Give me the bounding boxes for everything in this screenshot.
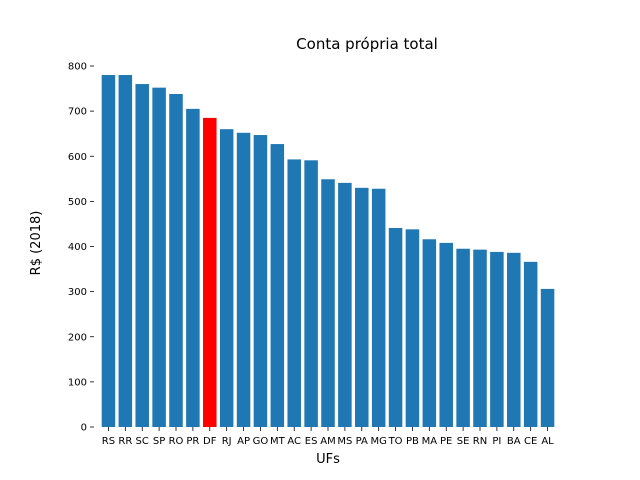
x-axis: RS RR SC SP RO PR DF RJ AP GO MT AC ES AM MS PA MG TO PB MA… [102, 427, 554, 447]
y-tick-label: 500 [68, 197, 87, 208]
bar-ms [338, 182, 352, 427]
bar-ma [422, 239, 437, 427]
chart-title: Conta própria total [296, 35, 438, 53]
bar-pa [355, 187, 369, 427]
x-tick-label-pi: PI [492, 436, 501, 447]
y-tick-label: 300 [68, 287, 87, 298]
bars [101, 75, 555, 428]
bar-mt [270, 144, 285, 427]
bar-es [304, 160, 318, 427]
bar-go [253, 135, 268, 427]
bar-pe [439, 242, 453, 427]
x-tick-label-ce: CE [524, 436, 537, 447]
x-tick-label-am: AM [320, 436, 335, 447]
bar-sc [135, 84, 149, 428]
bar-pi [490, 251, 504, 427]
y-tick-label: 600 [68, 152, 87, 163]
x-tick-label-pr: PR [186, 436, 199, 447]
x-tick-label-rr: RR [118, 436, 132, 447]
bar-rr [118, 75, 133, 428]
x-tick-label-df: DF [203, 436, 217, 447]
x-tick-label-mt: MT [270, 436, 286, 447]
y-tick-label: 100 [68, 377, 87, 388]
x-tick-label-es: ES [305, 436, 318, 447]
bar-mg [371, 188, 386, 427]
x-tick-label-rj: RJ [222, 436, 232, 447]
x-tick-label-sp: SP [153, 436, 165, 447]
x-tick-label-mg: MG [370, 436, 386, 447]
y-axis-title: R$ (2018) [29, 211, 44, 276]
y-tick-label: 200 [68, 332, 87, 343]
x-tick-label-ba: BA [507, 436, 521, 447]
x-tick-label-ac: AC [287, 436, 301, 447]
bar-ap [236, 132, 251, 427]
bar-pr [186, 108, 200, 428]
x-tick-label-to: TO [388, 436, 403, 447]
bar-ro [169, 93, 183, 427]
x-tick-label-pb: PB [406, 436, 419, 447]
bar-ac [287, 159, 301, 427]
x-tick-label-ma: MA [422, 436, 438, 447]
bar-df [203, 117, 217, 428]
x-tick-label-rn: RN [473, 436, 487, 447]
bar-rn [473, 249, 487, 427]
bar-am [321, 179, 335, 427]
bar-sp [152, 87, 166, 427]
bar-ba [507, 252, 521, 427]
bar-pb [405, 229, 420, 427]
bar-se [456, 248, 470, 427]
bar-al [540, 288, 555, 427]
x-tick-label-sc: SC [136, 436, 149, 447]
x-tick-label-rs: RS [102, 436, 115, 447]
y-tick-label: 400 [68, 242, 87, 253]
x-tick-label-se: SE [457, 436, 470, 447]
bar-rs [101, 75, 116, 428]
x-tick-label-go: GO [253, 436, 269, 447]
x-tick-label-pa: PA [356, 436, 368, 447]
x-tick-label-pe: PE [440, 436, 452, 447]
bar-rj [219, 129, 234, 428]
y-axis: 0 100 200 300 400 500 600 700 800 [68, 62, 94, 434]
x-tick-label-ms: MS [337, 436, 352, 447]
x-axis-title: UFs [316, 452, 340, 467]
x-tick-label-ro: RO [169, 436, 184, 447]
y-tick-label: 0 [81, 423, 87, 434]
y-tick-label: 800 [68, 62, 87, 73]
y-tick-label: 700 [68, 107, 87, 118]
x-tick-label-al: AL [541, 436, 554, 447]
bar-ce [523, 261, 538, 427]
x-tick-label-ap: AP [237, 436, 250, 447]
bar-to [388, 227, 403, 427]
